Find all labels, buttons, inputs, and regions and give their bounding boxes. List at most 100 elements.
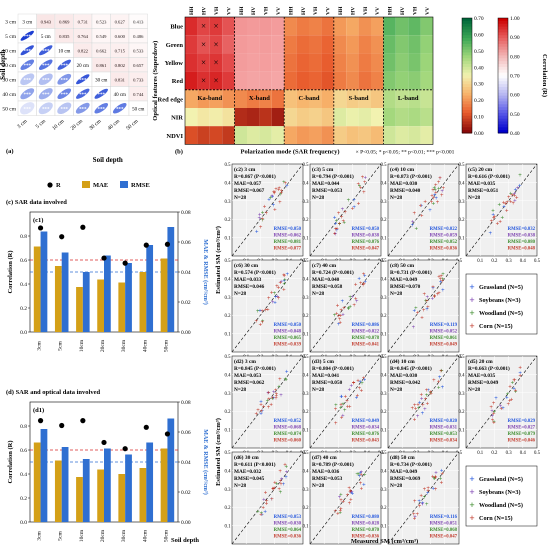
scatter-point: + bbox=[272, 390, 276, 396]
scatter-x-tick: 0.2 bbox=[491, 451, 498, 456]
scatter-class-rmse: RMSE=0.048 bbox=[274, 330, 302, 335]
colorbar-right-strip bbox=[498, 32, 508, 36]
colorbar-right-frame bbox=[497, 17, 509, 134]
matrix-col-label: 10 cm bbox=[51, 118, 66, 132]
scatter-point: + bbox=[279, 281, 283, 287]
scatter-point: + bbox=[339, 507, 343, 513]
scatter-point: + bbox=[437, 385, 441, 391]
scatter-point: + bbox=[514, 390, 518, 396]
heatmap-cell bbox=[420, 108, 433, 127]
scatter-point: + bbox=[432, 476, 436, 482]
right-tick-label: 0.02 bbox=[181, 300, 191, 306]
mae-bar bbox=[33, 246, 41, 332]
scatter-point: + bbox=[492, 421, 496, 427]
heatmap-cell bbox=[222, 53, 235, 72]
heatmap-cell bbox=[371, 35, 384, 54]
scatter-point: + bbox=[416, 402, 420, 408]
scatter-point: + bbox=[347, 307, 351, 313]
scatter-point: + bbox=[342, 221, 346, 227]
scatter-point: + bbox=[421, 411, 425, 417]
right-tick-label: 0.06 bbox=[181, 430, 191, 436]
heatmap-cell bbox=[222, 108, 235, 127]
rmse-bar bbox=[61, 252, 69, 332]
scatter-point: + bbox=[341, 499, 345, 505]
rmse-bar bbox=[82, 459, 90, 522]
scatter-point: + bbox=[411, 219, 415, 225]
scatter-class-rmse: RMSE=0.070 bbox=[352, 528, 380, 533]
scatter-point: + bbox=[352, 303, 356, 309]
scatter-y-tick: 0.2 bbox=[303, 314, 310, 319]
scatter-point: + bbox=[413, 309, 417, 315]
scatter-class-rmse: RMSE=0.052 bbox=[274, 419, 302, 424]
heatmap-cell bbox=[296, 108, 309, 127]
scatter-point: + bbox=[259, 399, 263, 405]
scatter-point: + bbox=[277, 187, 281, 193]
scatter-grid: + +++++++++++++++ ++++++++++++(c2) 3 cmR=0… bbox=[215, 163, 541, 545]
mae-bar bbox=[139, 468, 147, 522]
left-tick-label: 0.6 bbox=[20, 258, 27, 264]
scatter-r-text: R=0.794 (P<0.001) bbox=[312, 173, 354, 180]
colorbar-right-strip bbox=[498, 89, 508, 94]
scatter-legend-label: Corn (N=15) bbox=[479, 323, 513, 330]
colorbar-right-strip bbox=[498, 64, 508, 68]
scatter-point: + bbox=[499, 404, 503, 410]
scatter-point: + bbox=[345, 399, 349, 405]
scatter-point: + bbox=[413, 417, 417, 423]
scatter-point: + bbox=[500, 215, 504, 221]
r-point bbox=[101, 439, 107, 446]
heatmap-cell bbox=[321, 35, 334, 54]
matrix-upper-value: 0.413 bbox=[133, 19, 144, 24]
heatmap-cell bbox=[296, 53, 309, 72]
scatter-point: + bbox=[513, 378, 517, 384]
heatmap-cell bbox=[259, 17, 272, 36]
scatter-point: + bbox=[351, 295, 355, 301]
scatter-point: + bbox=[433, 294, 437, 300]
colorbar-left-strip bbox=[462, 29, 472, 33]
scatter-rmse-text: RMSE=0.042 bbox=[390, 380, 421, 386]
scatter-point: + bbox=[283, 181, 287, 187]
scatter-point: + bbox=[350, 489, 354, 495]
scatter-point: + bbox=[340, 299, 344, 305]
heatmap-cell bbox=[185, 17, 198, 36]
scatter-point: + bbox=[432, 201, 436, 207]
scatter-y-tick: 0.1 bbox=[225, 429, 232, 434]
colorbar-right-strip bbox=[498, 115, 508, 120]
scatter-point: + bbox=[260, 511, 264, 517]
heatmap-cell bbox=[383, 89, 396, 108]
scatter-point: + bbox=[439, 476, 443, 482]
scatter-point: + bbox=[518, 184, 522, 190]
heatmap-cell bbox=[408, 89, 421, 108]
scatter-point: + bbox=[269, 195, 273, 201]
left-tick-label: 0.8 bbox=[20, 424, 27, 430]
scatter-y-tick: 0.4 bbox=[303, 181, 310, 186]
scatter-point: + bbox=[277, 487, 281, 493]
scatter-r-text: R=0.845 (P<0.001) bbox=[390, 365, 432, 372]
scatter-point: + bbox=[433, 193, 437, 199]
scatter-legend-label: Soybeans (N=3) bbox=[479, 489, 521, 496]
heatmap-pol-label: HH bbox=[189, 6, 195, 15]
scatter-panel-id: (c3) 5 cm bbox=[312, 166, 334, 173]
heatmap-pol-label: HV bbox=[400, 7, 406, 15]
scatter-point: + bbox=[363, 273, 367, 279]
scatter-point: + bbox=[286, 272, 290, 278]
colorbar-right-strip bbox=[498, 58, 508, 62]
scatter-point: + bbox=[509, 191, 513, 197]
colorbar-right-strip bbox=[498, 81, 508, 85]
colorbar-left-tick: 0.50 bbox=[474, 49, 484, 55]
colorbar-right-strip bbox=[498, 46, 508, 51]
colorbar-left-tick: 0.10 bbox=[474, 115, 484, 121]
r-point bbox=[59, 422, 65, 429]
scatter-panel: +++++++++++++++ +++++++++++++(d2) 3 cmR=0… bbox=[225, 355, 307, 456]
heatmap-cell bbox=[395, 17, 409, 36]
colorbar-right-tick: 0.80 bbox=[510, 54, 520, 60]
heatmap-pol-label: HV bbox=[202, 7, 208, 15]
scatter-class-rmse: RMSE=0.049 bbox=[430, 343, 458, 348]
matrix-sig-mark: *** bbox=[24, 64, 32, 69]
heatmap-pol-label: VV bbox=[375, 7, 381, 15]
scatter-point: + bbox=[264, 490, 268, 496]
matrix-sig-mark: *** bbox=[24, 35, 32, 40]
heatmap-note: × P<0.05; * p<0.05; ** p<0.01; *** p<0.0… bbox=[356, 149, 455, 155]
scatter-mae-text: MAE=0.041 bbox=[312, 373, 340, 379]
scatter-mae-text: MAE=0.049 bbox=[390, 277, 418, 283]
scatter-point: + bbox=[339, 314, 343, 320]
